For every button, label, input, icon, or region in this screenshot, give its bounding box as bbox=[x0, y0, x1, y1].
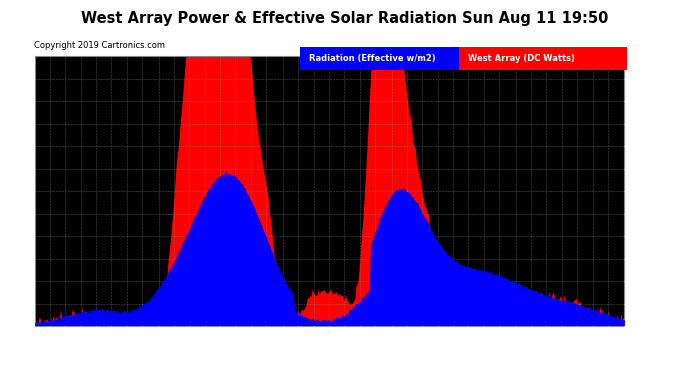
Text: Copyright 2019 Cartronics.com: Copyright 2019 Cartronics.com bbox=[34, 41, 166, 50]
FancyBboxPatch shape bbox=[300, 47, 471, 70]
FancyBboxPatch shape bbox=[460, 47, 627, 70]
Text: Radiation (Effective w/m2): Radiation (Effective w/m2) bbox=[309, 54, 435, 63]
Text: West Array (DC Watts): West Array (DC Watts) bbox=[468, 54, 575, 63]
Text: West Array Power & Effective Solar Radiation Sun Aug 11 19:50: West Array Power & Effective Solar Radia… bbox=[81, 11, 609, 26]
